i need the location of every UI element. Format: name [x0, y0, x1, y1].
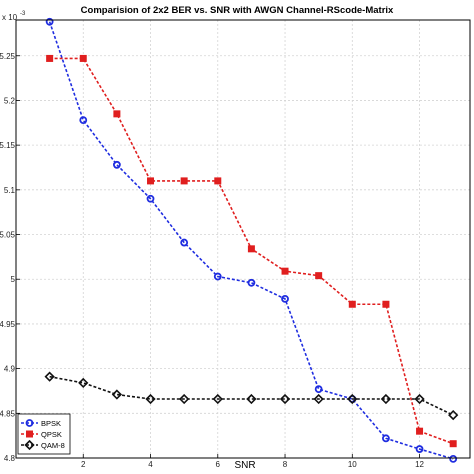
plot-frame: [15, 19, 471, 459]
qam-8-point: [347, 393, 358, 405]
legend-label-bpsk: BPSK: [41, 419, 61, 428]
bpsk-point: [314, 385, 323, 394]
bpsk-point: [45, 17, 54, 26]
x-tick-label: 10: [348, 460, 357, 469]
bpsk-point: [415, 445, 424, 453]
qpsk-point: [113, 110, 121, 118]
y-tick-label: 5: [11, 275, 16, 284]
y-tick-label: 5.05: [0, 231, 16, 240]
qpsk-point: [147, 177, 155, 185]
bpsk-point: [146, 194, 155, 203]
qam-8-point: [179, 393, 190, 405]
qpsk-point: [382, 300, 390, 308]
grid: [16, 20, 470, 459]
bpsk-point: [247, 278, 256, 287]
y-tick-label: 4.8: [4, 454, 16, 463]
x-tick-label: 2: [81, 460, 86, 469]
legend-item-qam-8: QAM-8: [21, 439, 65, 451]
bpsk-point: [213, 272, 222, 281]
y-exponent-label: x 10 -3: [2, 11, 26, 22]
qam-8-point: [448, 409, 459, 421]
x-tick-label: 4: [148, 460, 153, 469]
legend-bpsk-point: [25, 419, 34, 427]
bpsk-point: [281, 294, 289, 303]
qpsk-point: [281, 267, 289, 275]
y-tick-label: 5.25: [0, 52, 16, 61]
chart-title: Comparision of 2x2 BER vs. SNR with AWGN…: [81, 5, 394, 16]
legend-item-qpsk: QPSK: [21, 430, 62, 439]
ticks: 2 4 6 8 10 12 4.8 4.85 4.9 4.95 5 5.05 5.1 5.15 5.2 5.2…: [0, 52, 425, 469]
qam-8-point: [111, 389, 123, 400]
qpsk-point: [46, 54, 54, 62]
y-tick-label: 4.85: [0, 409, 16, 418]
legend-item-bpsk: BPSK: [21, 419, 61, 428]
qam-8-point: [145, 393, 156, 405]
y-tick-label: 4.95: [0, 320, 16, 329]
bpsk-line: [48, 21, 454, 460]
qpsk-point: [416, 427, 424, 435]
qam-8-point: [212, 393, 223, 405]
bpsk-point: [382, 434, 390, 443]
qam-8-point: [313, 393, 324, 405]
x-tick-label: 12: [415, 460, 424, 469]
qpsk-point: [214, 177, 222, 185]
x-axis-label: SNR: [234, 460, 255, 471]
y-tick-label: 5.1: [4, 186, 16, 195]
legend-qpsk-point: [26, 430, 33, 438]
y-tick-label: 5.15: [0, 141, 16, 150]
legend-box: [17, 413, 71, 455]
y-tick-label: 5.2: [4, 96, 16, 105]
qam-8-point: [44, 371, 55, 382]
x-tick-label: 8: [283, 460, 288, 469]
qam-8-point: [279, 393, 291, 405]
qam-8-point: [380, 393, 392, 405]
y-exponent-base: x 10: [2, 13, 18, 22]
qpsk-point: [348, 300, 356, 308]
x-tick-label: 6: [216, 460, 221, 469]
legend-qam-8-point: [24, 439, 35, 451]
y-exponent-power: -3: [20, 11, 26, 17]
series-layer: [44, 17, 459, 463]
legend-label-qam-8: QAM-8: [41, 441, 65, 450]
qpsk-point: [180, 177, 188, 185]
qpsk-point: [79, 54, 87, 62]
legend-label-qpsk: QPSK: [41, 430, 62, 439]
legend: BPSK QPSK QAM-8: [17, 413, 71, 455]
series-qam-8: [44, 371, 459, 421]
qam-8-point: [78, 377, 89, 389]
bpsk-point: [180, 238, 189, 247]
qpsk-point: [247, 245, 255, 253]
series-qpsk: [46, 54, 457, 448]
qpsk-point: [449, 440, 457, 448]
bpsk-point: [79, 116, 88, 125]
qam-8-point: [246, 393, 257, 405]
qpsk-point: [315, 272, 323, 280]
qam-8-point: [414, 393, 425, 405]
bpsk-point: [449, 454, 458, 463]
bpsk-point: [112, 160, 121, 169]
y-tick-label: 4.9: [4, 365, 16, 374]
